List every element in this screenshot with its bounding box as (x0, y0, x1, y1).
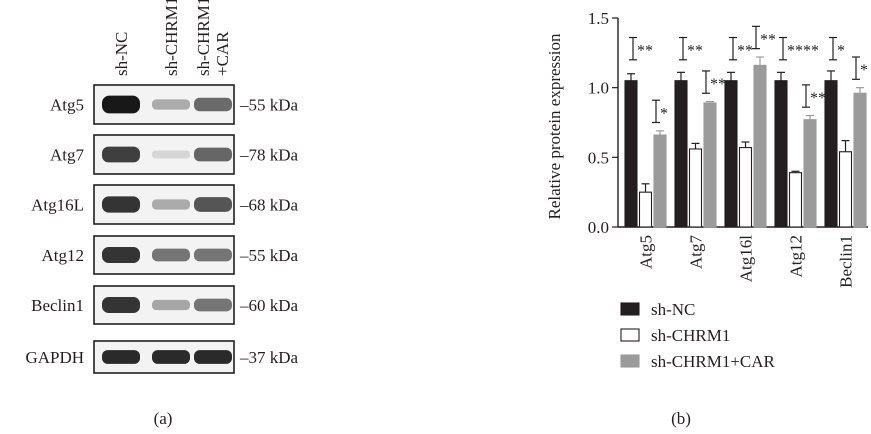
significance-label: * (660, 105, 668, 122)
bar (853, 92, 867, 228)
significance-label: **** (787, 43, 819, 60)
bar (703, 102, 717, 228)
x-tick-label: Beclin1 (837, 235, 856, 288)
bar (788, 172, 803, 228)
significance-label: ** (710, 76, 726, 93)
molecular-weight-label: –68 kDa (239, 196, 299, 215)
blot-band (194, 147, 232, 162)
significance-label: ** (687, 43, 703, 60)
bar (838, 151, 853, 228)
bar (724, 80, 738, 228)
protein-label: Beclin1 (31, 296, 84, 315)
y-axis-label: Relative protein expression (545, 33, 564, 220)
x-tick-label: Atg5 (637, 235, 656, 269)
blot-band (152, 150, 190, 159)
protein-label: GAPDH (25, 348, 84, 367)
lane-label-line: sh-CHRM1 (194, 0, 213, 76)
lane-label-line: +CAR (213, 31, 232, 76)
bar (653, 134, 667, 228)
y-tick-label: 1.5 (588, 9, 609, 28)
protein-label: Atg7 (50, 146, 85, 165)
y-tick-label: 0.5 (588, 148, 609, 167)
blot-band (102, 247, 140, 263)
lane-label-line: sh-NC (112, 32, 131, 76)
significance-label: ** (760, 32, 776, 49)
blot-band (102, 196, 140, 213)
x-tick-label: Atg16l (737, 235, 756, 283)
blot-band (152, 350, 190, 364)
legend-swatch (620, 302, 640, 316)
molecular-weight-label: –78 kDa (239, 146, 299, 165)
significance-label: ** (810, 90, 826, 107)
y-tick-label: 1.0 (588, 79, 609, 98)
lane-label: sh-CHRM1+CAR (194, 0, 232, 76)
blot-band (194, 248, 232, 262)
blot-band (194, 298, 232, 312)
panel-b-label: (b) (671, 409, 691, 428)
molecular-weight-label: –37 kDa (239, 348, 299, 367)
x-tick-label: Atg7 (687, 235, 706, 270)
protein-label: Atg12 (42, 246, 85, 265)
bar (824, 80, 838, 228)
bar-chart-panel: 0.0 0.5 1.0 1.5 Relative protein expression A… (545, 9, 868, 371)
blot-band (102, 297, 140, 313)
blot-band (102, 95, 140, 114)
lane-label: sh-NC (112, 32, 131, 76)
molecular-weight-label: –60 kDa (239, 296, 299, 315)
protein-label: Atg16L (31, 196, 84, 215)
bar (753, 64, 767, 228)
blot-band (194, 97, 232, 112)
blot-band (152, 99, 190, 110)
bar (688, 148, 703, 228)
bar (638, 191, 653, 228)
y-tick-label: 0.0 (588, 218, 609, 237)
lane-label: sh-CHRM1 (162, 0, 181, 76)
blot-band (152, 299, 190, 311)
bar (803, 119, 817, 228)
blot-band (152, 199, 190, 210)
blot-band (194, 197, 232, 212)
panel-a-label: (a) (154, 409, 173, 428)
legend-label: sh-CHRM1+CAR (651, 352, 776, 371)
bar (674, 80, 688, 228)
significance-label: * (860, 62, 868, 79)
blot-band (102, 350, 140, 364)
significance-label: * (837, 43, 845, 60)
protein-label: Atg5 (50, 96, 84, 115)
blot-band (102, 146, 140, 163)
legend-label: sh-NC (651, 300, 695, 319)
bar (624, 80, 638, 228)
legend-swatch (620, 328, 640, 342)
blot-band (194, 350, 232, 364)
molecular-weight-label: –55 kDa (239, 246, 299, 265)
x-tick-label: Atg12 (787, 235, 806, 278)
lane-label-line: sh-CHRM1 (162, 0, 181, 76)
molecular-weight-label: –55 kDa (239, 96, 299, 115)
bar (738, 147, 753, 228)
significance-label: ** (637, 43, 653, 60)
legend-label: sh-CHRM1 (651, 326, 730, 345)
significance-label: ** (737, 43, 753, 60)
legend-swatch (620, 354, 640, 368)
bar (774, 80, 788, 228)
blot-band (152, 248, 190, 262)
